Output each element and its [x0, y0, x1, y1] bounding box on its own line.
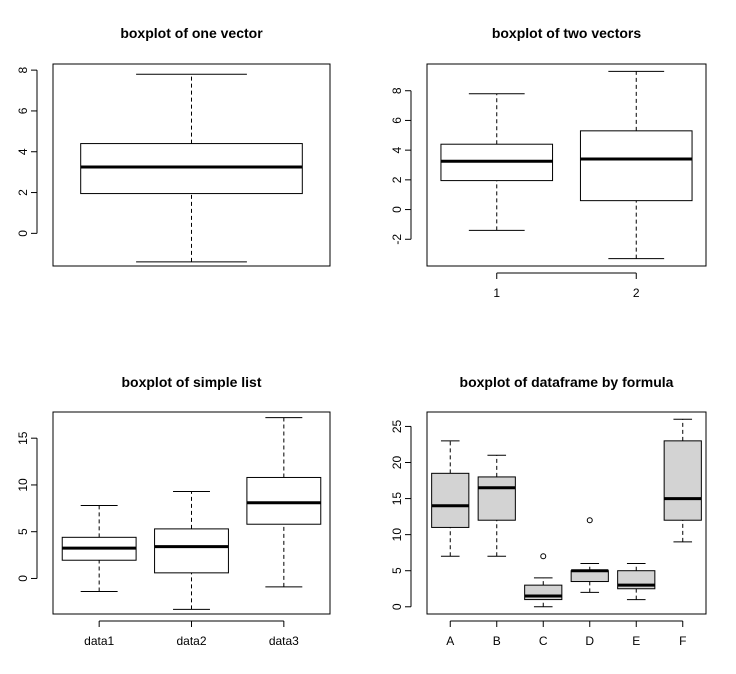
y-tick-label: 20 [390, 456, 404, 470]
iqr-box [477, 476, 516, 521]
y-tick-label: 0 [16, 230, 30, 237]
y-tick-label: 10 [390, 528, 404, 542]
plot-frame [426, 411, 707, 615]
plot-frame [52, 411, 331, 615]
y-tick-label: 6 [390, 117, 404, 124]
iqr-box [246, 476, 322, 525]
x-tick-label: F [679, 634, 686, 648]
y-tick-label: 10 [16, 478, 30, 492]
x-tick-label: E [632, 634, 640, 648]
box-1 [440, 93, 554, 231]
chart-panel-1: boxplot of one vector 0 2 4 6 8 [16, 25, 331, 267]
box-F [663, 418, 702, 543]
x-tick-label: B [493, 634, 501, 648]
chart-title: boxplot of two vectors [492, 25, 642, 41]
box-A [431, 440, 470, 557]
y-tick-label: 0 [390, 603, 404, 610]
x-tick-label: data2 [176, 634, 206, 648]
y-tick-label: 4 [390, 146, 404, 153]
box-E [617, 563, 656, 601]
iqr-box [579, 130, 693, 202]
x-tick-label: data1 [84, 634, 114, 648]
y-tick-label: 25 [390, 419, 404, 433]
box-D [570, 517, 609, 593]
box-data3 [246, 417, 322, 588]
chart-title: boxplot of dataframe by formula [460, 374, 674, 390]
y-tick-label: 2 [390, 176, 404, 183]
chart-panel-3: boxplot of simple list 0 5 10 15 data1 data2 da… [16, 374, 331, 648]
plot-frame [52, 63, 331, 267]
y-tick-label: 6 [16, 107, 30, 114]
x-tick-label: 1 [493, 286, 500, 300]
iqr-box [80, 143, 303, 195]
iqr-box [570, 570, 609, 583]
box-C [524, 553, 563, 608]
y-tick-label: 4 [16, 148, 30, 155]
x-tick-label: D [585, 634, 594, 648]
chart-panel-2: boxplot of two vectors -2 0 2 4 6 8 1 2 [390, 25, 707, 300]
y-tick-label: 0 [390, 206, 404, 213]
y-tick-label: 0 [16, 575, 30, 582]
box-data2 [154, 490, 229, 610]
y-tick-label: 8 [390, 87, 404, 94]
y-tick-label: 2 [16, 189, 30, 196]
chart-title: boxplot of simple list [121, 374, 261, 390]
plot-frame [426, 63, 707, 267]
y-tick-label: 5 [390, 567, 404, 574]
y-tick-label: 5 [16, 528, 30, 535]
iqr-box [431, 472, 470, 528]
x-tick-label: C [539, 634, 548, 648]
y-tick-label: 15 [16, 431, 30, 445]
y-tick-label: -2 [390, 234, 404, 245]
outlier-point [586, 517, 593, 524]
iqr-box [154, 528, 229, 574]
box-B [477, 454, 516, 557]
outlier-point [540, 553, 547, 560]
x-tick-label: 2 [633, 286, 640, 300]
box-data1 [61, 505, 137, 593]
x-tick-label: data3 [269, 634, 299, 648]
y-tick-label: 15 [390, 492, 404, 506]
chart-panel-4: boxplot of dataframe by formula 0 5 10 15 20 2… [390, 374, 707, 648]
box-1 [80, 73, 303, 263]
y-tick-label: 8 [16, 66, 30, 73]
chart-title: boxplot of one vector [120, 25, 263, 41]
x-tick-label: A [446, 634, 454, 648]
iqr-box [663, 440, 702, 521]
box-2 [579, 70, 693, 260]
